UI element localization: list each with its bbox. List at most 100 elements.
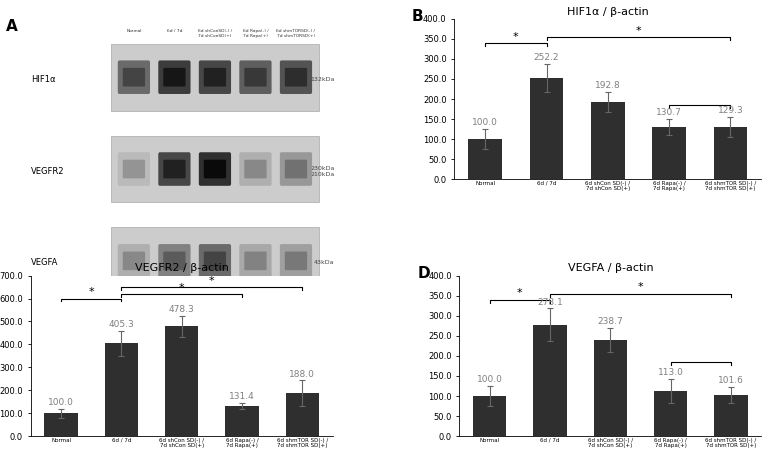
FancyBboxPatch shape xyxy=(123,348,145,366)
Text: 43kDa: 43kDa xyxy=(315,260,335,265)
Text: 100.0: 100.0 xyxy=(48,398,74,407)
Bar xyxy=(111,136,319,203)
Text: 6d shConSD(-) /
7d shConSD(+): 6d shConSD(-) / 7d shConSD(+) xyxy=(198,29,232,38)
FancyBboxPatch shape xyxy=(280,244,312,278)
Bar xyxy=(225,406,258,436)
Text: *: * xyxy=(88,287,94,297)
FancyBboxPatch shape xyxy=(239,152,271,186)
Text: *: * xyxy=(179,283,185,293)
Text: 6d shmTORSD(-) /
7d shmTORSD(+): 6d shmTORSD(-) / 7d shmTORSD(+) xyxy=(277,29,315,38)
FancyBboxPatch shape xyxy=(123,159,145,178)
Bar xyxy=(594,340,627,436)
Text: Normal: Normal xyxy=(126,29,141,33)
FancyBboxPatch shape xyxy=(199,61,231,94)
FancyBboxPatch shape xyxy=(280,340,312,374)
Bar xyxy=(473,396,506,436)
Bar xyxy=(468,139,502,179)
Text: 43kDa: 43kDa xyxy=(315,355,335,359)
Bar xyxy=(105,343,138,436)
Text: *: * xyxy=(636,25,641,36)
FancyBboxPatch shape xyxy=(245,251,267,270)
Bar xyxy=(111,44,319,111)
Text: VEGFA: VEGFA xyxy=(31,258,58,267)
Text: 192.8: 192.8 xyxy=(595,81,621,90)
FancyBboxPatch shape xyxy=(204,348,226,366)
FancyBboxPatch shape xyxy=(285,68,307,87)
FancyBboxPatch shape xyxy=(158,340,191,374)
Text: *: * xyxy=(513,31,518,42)
FancyBboxPatch shape xyxy=(204,68,226,87)
FancyBboxPatch shape xyxy=(123,251,145,270)
FancyBboxPatch shape xyxy=(239,340,271,374)
Text: *: * xyxy=(209,276,215,286)
FancyBboxPatch shape xyxy=(118,244,150,278)
FancyBboxPatch shape xyxy=(158,244,191,278)
Bar xyxy=(111,324,319,390)
Text: 113.0: 113.0 xyxy=(657,368,684,377)
FancyBboxPatch shape xyxy=(280,61,312,94)
Text: 100.0: 100.0 xyxy=(477,375,503,384)
Text: 101.6: 101.6 xyxy=(718,377,744,386)
Text: β-actin: β-actin xyxy=(31,352,60,361)
FancyBboxPatch shape xyxy=(239,61,271,94)
Text: 6d Rapa(-) /
7d Rapa(+): 6d Rapa(-) / 7d Rapa(+) xyxy=(242,29,268,38)
Text: 6d / 7d: 6d / 7d xyxy=(167,29,182,33)
Text: B: B xyxy=(411,9,423,24)
Bar xyxy=(530,78,564,179)
Bar xyxy=(591,102,624,179)
Text: 132kDa: 132kDa xyxy=(310,77,335,82)
Bar xyxy=(652,127,686,179)
Text: 100.0: 100.0 xyxy=(472,118,498,127)
Bar xyxy=(714,128,747,179)
FancyBboxPatch shape xyxy=(245,348,267,366)
FancyBboxPatch shape xyxy=(285,159,307,178)
Text: 230kDa
210kDa: 230kDa 210kDa xyxy=(310,166,335,176)
FancyBboxPatch shape xyxy=(199,244,231,278)
FancyBboxPatch shape xyxy=(199,340,231,374)
Text: D: D xyxy=(417,266,430,281)
Text: VEGFR2: VEGFR2 xyxy=(31,166,65,175)
Bar xyxy=(165,326,198,436)
Text: 130.7: 130.7 xyxy=(656,108,682,117)
FancyBboxPatch shape xyxy=(163,159,185,178)
FancyBboxPatch shape xyxy=(239,244,271,278)
FancyBboxPatch shape xyxy=(199,152,231,186)
Bar xyxy=(111,227,319,294)
FancyBboxPatch shape xyxy=(118,61,150,94)
FancyBboxPatch shape xyxy=(118,152,150,186)
FancyBboxPatch shape xyxy=(163,68,185,87)
Title: HIF1α / β-actin: HIF1α / β-actin xyxy=(567,7,649,16)
Text: 252.2: 252.2 xyxy=(534,53,559,62)
FancyBboxPatch shape xyxy=(158,61,191,94)
Text: 238.7: 238.7 xyxy=(598,318,623,326)
Text: 405.3: 405.3 xyxy=(108,320,135,329)
FancyBboxPatch shape xyxy=(123,68,145,87)
Text: 131.4: 131.4 xyxy=(229,392,255,401)
FancyBboxPatch shape xyxy=(158,152,191,186)
Bar xyxy=(286,393,319,436)
Text: HIF1α: HIF1α xyxy=(31,75,55,84)
Bar xyxy=(654,391,687,436)
Bar xyxy=(534,325,567,436)
FancyBboxPatch shape xyxy=(285,251,307,270)
Text: 129.3: 129.3 xyxy=(717,106,744,115)
FancyBboxPatch shape xyxy=(280,152,312,186)
FancyBboxPatch shape xyxy=(118,340,150,374)
Text: *: * xyxy=(517,288,523,298)
FancyBboxPatch shape xyxy=(245,68,267,87)
FancyBboxPatch shape xyxy=(285,348,307,366)
Text: A: A xyxy=(6,19,18,34)
Bar xyxy=(45,413,78,436)
Text: *: * xyxy=(638,282,644,292)
Text: 278.1: 278.1 xyxy=(538,297,563,307)
Bar xyxy=(714,395,747,436)
Text: 478.3: 478.3 xyxy=(169,305,195,314)
Title: VEGFA / β-actin: VEGFA / β-actin xyxy=(568,264,653,273)
FancyBboxPatch shape xyxy=(204,251,226,270)
Title: VEGFR2 / β-actin: VEGFR2 / β-actin xyxy=(135,264,228,273)
FancyBboxPatch shape xyxy=(163,348,185,366)
FancyBboxPatch shape xyxy=(245,159,267,178)
FancyBboxPatch shape xyxy=(163,251,185,270)
FancyBboxPatch shape xyxy=(204,159,226,178)
Text: 188.0: 188.0 xyxy=(289,370,315,378)
